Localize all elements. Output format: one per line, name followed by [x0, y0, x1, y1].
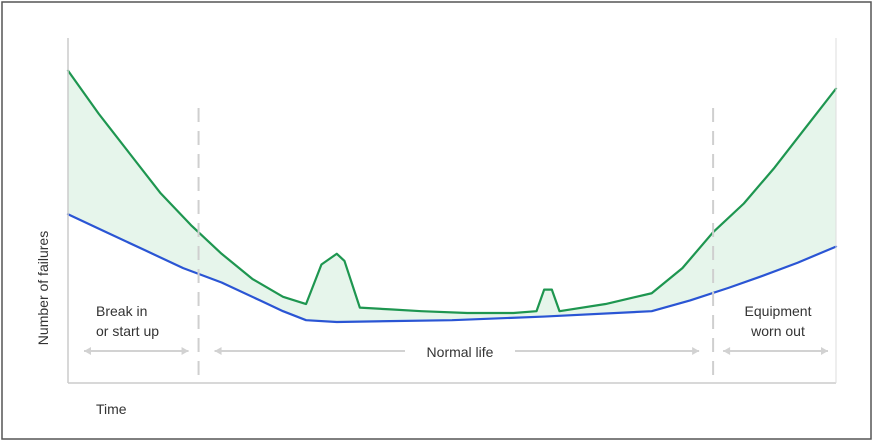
phase-label-line: Break in	[96, 303, 147, 319]
phase-annotations: Break in or start up Normal life Equipment w…	[84, 108, 828, 383]
phase-label-line: Normal life	[427, 344, 494, 360]
arrow-head-left	[214, 347, 222, 355]
y-axis-label: Number of failures	[35, 231, 51, 345]
arrow-head-right	[821, 347, 828, 355]
arrow-head-left	[723, 347, 731, 355]
phase-label-line: or start up	[96, 323, 159, 339]
plot-area	[66, 69, 838, 324]
arrow-head-right	[692, 347, 700, 355]
phase-1: Break in or start up	[84, 303, 189, 355]
arrow-head-right	[181, 347, 189, 355]
phase-label-line: worn out	[750, 323, 805, 339]
phase-3: Equipment worn out	[723, 303, 828, 355]
phase-label-line: Equipment	[745, 303, 812, 319]
arrow-head-left	[84, 347, 91, 355]
lower-failure-curve	[66, 213, 838, 324]
x-axis-label: Time	[96, 401, 127, 417]
upper-failure-curve	[66, 69, 838, 315]
phase-2: Normal life	[214, 344, 700, 360]
